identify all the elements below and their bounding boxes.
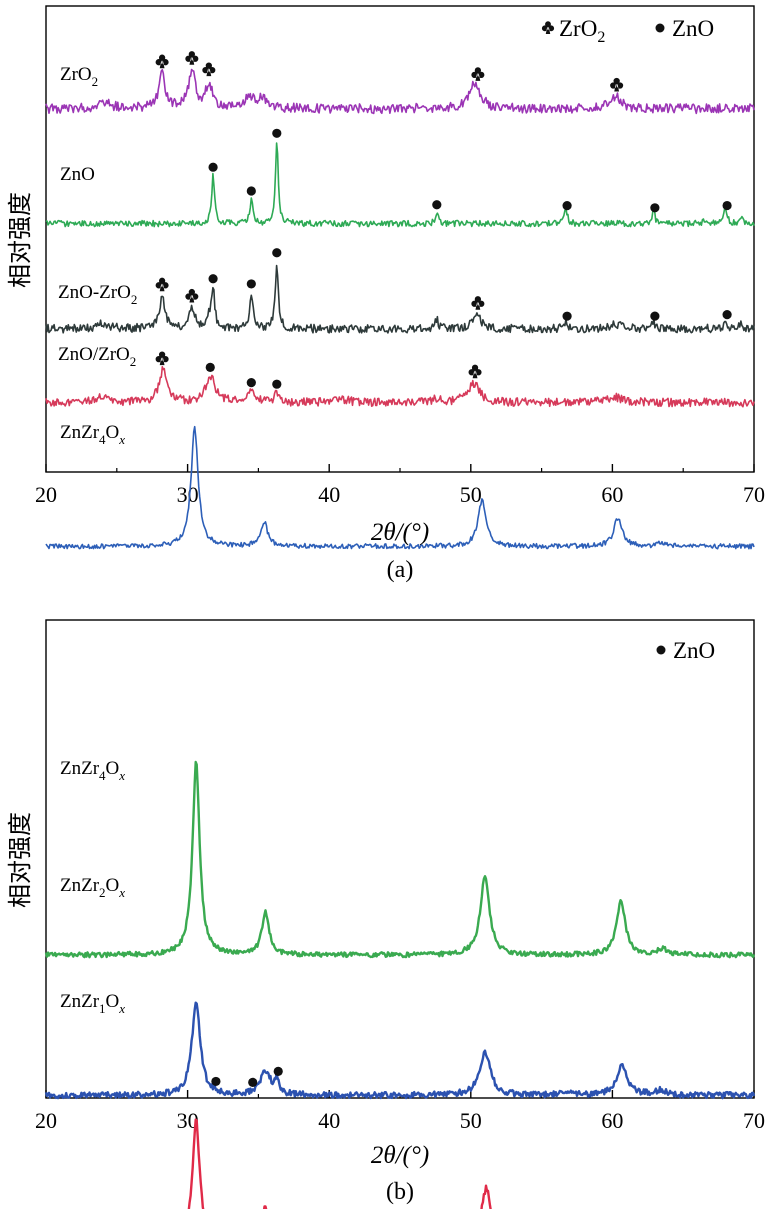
marker-zro2-club — [155, 351, 169, 366]
x-tick-label: 70 — [743, 1108, 765, 1133]
panel-b-frame — [45, 619, 755, 1099]
marker-zno-dot — [432, 200, 442, 210]
series-line-znzr2ox — [44, 1001, 756, 1100]
marker-zno-dot — [273, 1066, 283, 1076]
marker-zno-dot — [272, 128, 282, 138]
label-znzr4ox: ZnZr4Ox — [60, 758, 125, 783]
panel-b-y-axis-label: 相对强度 — [7, 812, 34, 908]
marker-zno-dot — [246, 378, 256, 388]
panel-b-legend: ZnO — [656, 638, 715, 663]
label-znzr2ox: ZnZr2Ox — [60, 875, 125, 900]
marker-zno-dot — [208, 274, 218, 284]
x-tick-label: 50 — [460, 482, 482, 507]
series-line-zno-zro2 — [45, 366, 755, 408]
label-znzr1ox: ZnZr1Ox — [60, 991, 125, 1016]
marker-zro2-club — [185, 51, 199, 65]
marker-zro2-club — [468, 364, 482, 379]
legend-club-icon — [541, 21, 555, 34]
x-tick-label: 40 — [318, 1108, 340, 1133]
series-line-znzr4ox — [45, 425, 755, 550]
x-tick-label: 30 — [177, 482, 199, 507]
panel-b-caption: (b) — [386, 1179, 414, 1205]
marker-zno-dot — [272, 379, 282, 389]
marker-zno-dot — [562, 201, 572, 211]
series-line-zro2 — [45, 68, 755, 115]
x-tick-label: 20 — [35, 1108, 57, 1133]
panel-b-x-axis-label: 2θ/(°) — [371, 1142, 429, 1169]
legend-dot-icon — [655, 23, 665, 33]
series-line-zno — [45, 142, 755, 228]
label-zno-zro2: ZnO-ZrO2 — [58, 282, 137, 307]
panel-b-markers — [211, 1066, 283, 1088]
label-znzr4ox: ZnZr4Ox — [60, 422, 125, 447]
series-line-zno-zro2 — [45, 264, 755, 334]
marker-zro2-club — [185, 288, 199, 303]
marker-zno-dot — [246, 279, 256, 289]
marker-zno-dot — [650, 311, 660, 321]
marker-zro2-club — [610, 77, 624, 92]
panel-b-x-ticks: 20 30 40 50 60 70 — [35, 1090, 765, 1133]
series-line-znzr4ox — [44, 760, 756, 959]
x-tick-label: 40 — [318, 482, 340, 507]
marker-zno-dot — [272, 248, 282, 258]
marker-zro2-club — [202, 62, 216, 77]
label-zro2: ZrO2 — [60, 64, 98, 89]
x-tick-label: 60 — [601, 482, 623, 507]
marker-zno-dot — [246, 186, 256, 196]
legend-zro2-label: ZrO2 — [559, 16, 605, 46]
marker-zno-dot — [211, 1076, 221, 1087]
panel-a-legend: ZrO2 ZnO — [541, 16, 714, 46]
marker-zno-dot — [208, 162, 218, 172]
marker-zno-dot — [650, 203, 660, 213]
x-tick-label: 50 — [460, 1108, 482, 1133]
panel-a-markers — [155, 51, 732, 389]
panel-b-series — [44, 760, 756, 1209]
panel-a-x-ticks: 20 30 40 50 60 70 — [35, 464, 765, 507]
legend-zno-label: ZnO — [672, 16, 714, 41]
panel-a-series — [45, 68, 755, 550]
legend-zno-label: ZnO — [673, 638, 715, 663]
label-zno-slash-zro2: ZnO/ZrO2 — [58, 344, 136, 369]
marker-zno-dot — [562, 311, 572, 321]
x-tick-label: 30 — [177, 1108, 199, 1133]
legend-club-icon-shape — [541, 21, 555, 34]
marker-zro2-club — [471, 296, 485, 310]
legend-dot-icon — [656, 645, 666, 655]
marker-zno-dot — [205, 362, 215, 372]
marker-zno-dot — [722, 200, 732, 211]
x-tick-label: 20 — [35, 482, 57, 507]
marker-zro2-club — [155, 277, 169, 292]
panel-a: 20 30 40 50 60 70 ZrO2 ZnO ZrO2 ZnO ZnO-ZrO2 … — [7, 5, 765, 583]
label-zno: ZnO — [60, 164, 95, 185]
panel-a-x-axis-label: 2θ/(°) — [371, 519, 429, 546]
panel-b: 20 30 40 50 60 70 ZnO ZnZr4Ox ZnZr2Ox ZnZr1Ox… — [7, 619, 765, 1209]
marker-zno-dot — [722, 310, 732, 320]
panel-a-caption: (a) — [387, 557, 414, 583]
panel-a-y-axis-label: 相对强度 — [7, 192, 34, 288]
marker-zro2-club — [471, 67, 485, 81]
marker-zno-dot — [248, 1077, 258, 1088]
x-tick-label: 70 — [743, 482, 765, 507]
marker-zro2-club — [155, 54, 169, 69]
x-tick-label: 60 — [601, 1108, 623, 1133]
